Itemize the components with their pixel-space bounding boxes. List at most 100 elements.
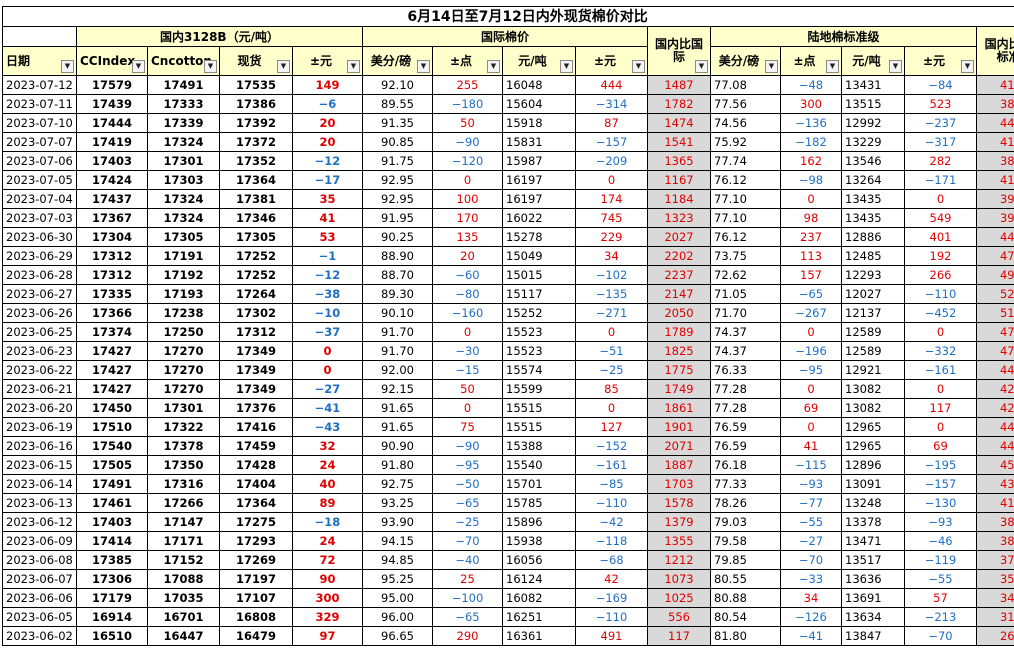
cell-yuan-chg[interactable]: 0: [575, 322, 648, 342]
filter-dropdown-icon[interactable]: ▼: [132, 60, 145, 73]
cell-land-chg[interactable]: 0: [904, 189, 977, 209]
cell-date[interactable]: 2023-06-12: [2, 512, 77, 532]
cell-date[interactable]: 2023-06-19: [2, 417, 77, 437]
cell-ccindex[interactable]: 17424: [76, 170, 148, 190]
cell-dom-vs-intl[interactable]: 2147: [647, 284, 711, 304]
cell-date[interactable]: 2023-06-06: [2, 588, 77, 608]
cell-yuan-chg[interactable]: −25: [575, 360, 648, 380]
cell-land-chg[interactable]: −130: [904, 493, 977, 513]
cell-yuan-chg[interactable]: −271: [575, 303, 648, 323]
cell-pts[interactable]: 20: [432, 246, 503, 266]
cell-dom-vs-land[interactable]: 4143: [975, 132, 1014, 152]
cell-ccindex[interactable]: 17540: [76, 436, 148, 456]
cell-cncotton[interactable]: 17324: [147, 132, 220, 152]
cell-dom-vs-land[interactable]: 4100: [975, 170, 1014, 190]
cell-chg[interactable]: 0: [292, 341, 363, 361]
cell-yuan-t[interactable]: 16361: [502, 626, 576, 646]
cell-ccindex[interactable]: 17312: [76, 246, 148, 266]
cell-yuan-chg[interactable]: −152: [575, 436, 648, 456]
cell-ccindex[interactable]: 17450: [76, 398, 148, 418]
cell-yuan-t[interactable]: 16022: [502, 208, 576, 228]
cell-land-usc[interactable]: 76.59: [710, 417, 781, 437]
cell-usc[interactable]: 96.00: [362, 607, 433, 627]
filter-dropdown-icon[interactable]: ▼: [61, 60, 74, 73]
cell-land-yuan[interactable]: 12921: [841, 360, 905, 380]
cell-land-yuan[interactable]: 12886: [841, 227, 905, 247]
cell-usc[interactable]: 89.55: [362, 94, 433, 114]
cell-usc[interactable]: 91.70: [362, 322, 433, 342]
cell-ccindex[interactable]: 17437: [76, 189, 148, 209]
cell-usc[interactable]: 91.35: [362, 113, 433, 133]
cell-yuan-t[interactable]: 16251: [502, 607, 576, 627]
cell-dom-vs-land[interactable]: 4532: [975, 455, 1014, 475]
cell-dom-vs-intl[interactable]: 1379: [647, 512, 711, 532]
cell-land-pts[interactable]: −95: [780, 360, 842, 380]
cell-yuan-t[interactable]: 15604: [502, 94, 576, 114]
cell-date[interactable]: 2023-06-05: [2, 607, 77, 627]
cell-cncotton[interactable]: 17147: [147, 512, 220, 532]
cell-usc[interactable]: 94.15: [362, 531, 433, 551]
filter-dropdown-icon[interactable]: ▼: [417, 60, 430, 73]
cell-dom-vs-intl[interactable]: 2237: [647, 265, 711, 285]
cell-dom-vs-intl[interactable]: 1474: [647, 113, 711, 133]
cell-dom-vs-land[interactable]: 4428: [975, 360, 1014, 380]
cell-yuan-t[interactable]: 16082: [502, 588, 576, 608]
cell-ccindex[interactable]: 17366: [76, 303, 148, 323]
cell-yuan-chg[interactable]: 34: [575, 246, 648, 266]
cell-land-chg[interactable]: 282: [904, 151, 977, 171]
cell-date[interactable]: 2023-06-21: [2, 379, 77, 399]
cell-yuan-t[interactable]: 15015: [502, 265, 576, 285]
cell-dom-vs-intl[interactable]: 556: [647, 607, 711, 627]
cell-cncotton[interactable]: 17035: [147, 588, 220, 608]
cell-usc[interactable]: 92.95: [362, 189, 433, 209]
cell-land-pts[interactable]: −115: [780, 455, 842, 475]
cell-yuan-chg[interactable]: −102: [575, 265, 648, 285]
cell-yuan-chg[interactable]: −157: [575, 132, 648, 152]
cell-land-usc[interactable]: 73.75: [710, 246, 781, 266]
cell-usc[interactable]: 91.75: [362, 151, 433, 171]
cell-spot[interactable]: 16808: [219, 607, 293, 627]
cell-date[interactable]: 2023-06-23: [2, 341, 77, 361]
cell-land-chg[interactable]: −55: [904, 569, 977, 589]
cell-date[interactable]: 2023-06-07: [2, 569, 77, 589]
cell-land-chg[interactable]: −84: [904, 75, 977, 95]
cell-land-yuan[interactable]: 12965: [841, 436, 905, 456]
cell-yuan-t[interactable]: 15523: [502, 322, 576, 342]
cell-dom-vs-land[interactable]: 3946: [975, 189, 1014, 209]
cell-pts[interactable]: −160: [432, 303, 503, 323]
cell-pts[interactable]: −50: [432, 474, 503, 494]
cell-land-chg[interactable]: −119: [904, 550, 977, 570]
cell-spot[interactable]: 17264: [219, 284, 293, 304]
cell-land-chg[interactable]: −110: [904, 284, 977, 304]
cell-usc[interactable]: 90.85: [362, 132, 433, 152]
cell-usc[interactable]: 88.70: [362, 265, 433, 285]
filter-dropdown-icon[interactable]: ▼: [889, 60, 902, 73]
cell-yuan-chg[interactable]: 0: [575, 398, 648, 418]
cell-yuan-t[interactable]: 15388: [502, 436, 576, 456]
cell-ccindex[interactable]: 17439: [76, 94, 148, 114]
cell-land-chg[interactable]: 69: [904, 436, 977, 456]
cell-chg[interactable]: 35: [292, 189, 363, 209]
cell-spot[interactable]: 17428: [219, 455, 293, 475]
cell-dom-vs-intl[interactable]: 1355: [647, 531, 711, 551]
cell-dom-vs-intl[interactable]: 1578: [647, 493, 711, 513]
cell-land-yuan[interactable]: 12137: [841, 303, 905, 323]
cell-land-usc[interactable]: 74.56: [710, 113, 781, 133]
cell-yuan-t[interactable]: 15523: [502, 341, 576, 361]
cell-dom-vs-land[interactable]: 4116: [975, 493, 1014, 513]
cell-chg[interactable]: 90: [292, 569, 363, 589]
cell-spot[interactable]: 17312: [219, 322, 293, 342]
cell-date[interactable]: 2023-06-29: [2, 246, 77, 266]
cell-yuan-chg[interactable]: 491: [575, 626, 648, 646]
cell-land-usc[interactable]: 77.56: [710, 94, 781, 114]
cell-land-usc[interactable]: 77.74: [710, 151, 781, 171]
cell-land-yuan[interactable]: 13264: [841, 170, 905, 190]
cell-dom-vs-intl[interactable]: 2050: [647, 303, 711, 323]
cell-dom-vs-land[interactable]: 3806: [975, 151, 1014, 171]
cell-yuan-chg[interactable]: 0: [575, 170, 648, 190]
cell-spot[interactable]: 17364: [219, 170, 293, 190]
cell-yuan-chg[interactable]: 174: [575, 189, 648, 209]
cell-land-yuan[interactable]: 13636: [841, 569, 905, 589]
cell-land-usc[interactable]: 78.26: [710, 493, 781, 513]
